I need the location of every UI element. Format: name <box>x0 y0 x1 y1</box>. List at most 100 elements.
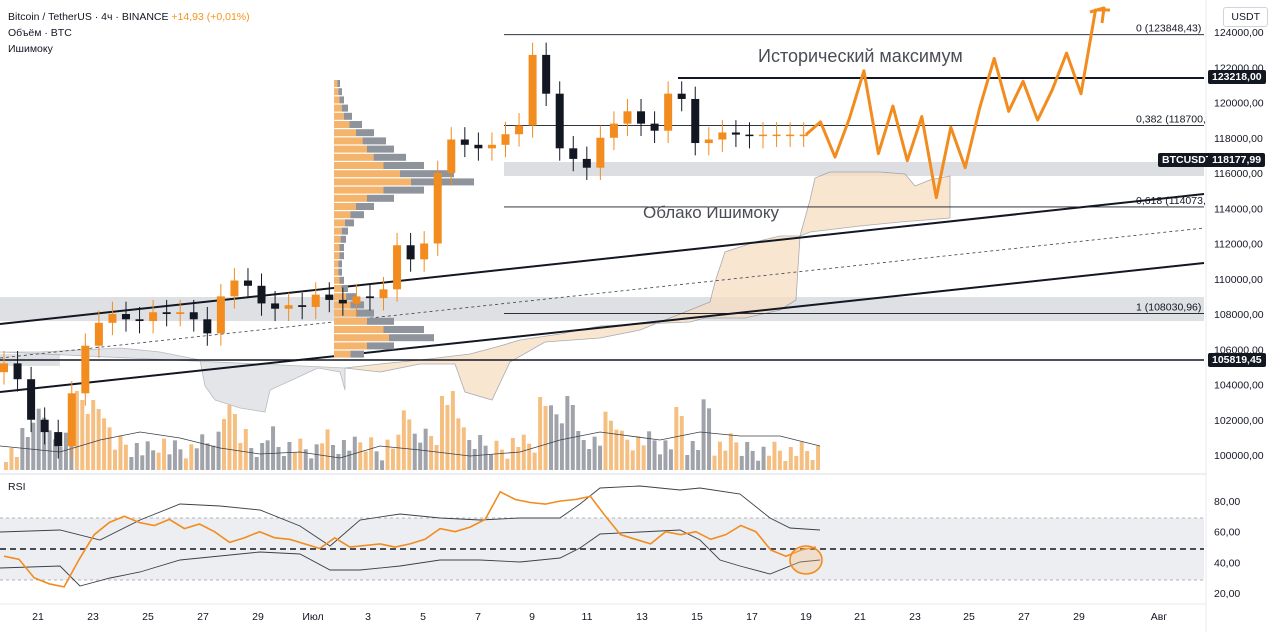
candle-body <box>271 303 280 309</box>
volume-bar <box>554 414 559 470</box>
volume-legend[interactable]: Объём · BTC <box>8 27 72 39</box>
profile-bar-up <box>334 162 384 169</box>
fib-label: 0 (123848,43) <box>1136 23 1201 35</box>
volume-bar <box>287 442 292 470</box>
volume-bar <box>810 460 815 470</box>
volume-bar <box>303 449 308 470</box>
profile-bar-up <box>334 80 338 87</box>
volume-bar <box>320 443 325 470</box>
volume-bar <box>668 449 673 470</box>
volume-bar <box>407 419 412 470</box>
candle-body <box>284 305 293 309</box>
ichimoku-legend[interactable]: Ишимоку <box>8 43 53 55</box>
volume-bars <box>4 391 821 470</box>
volume-bar <box>265 440 270 470</box>
profile-bar-down <box>383 162 424 169</box>
volume-bar <box>102 418 107 470</box>
profile-bar-up <box>334 276 340 284</box>
volume-bar <box>641 445 646 470</box>
profile-bar-up <box>334 211 351 219</box>
volume-bar <box>358 442 363 470</box>
volume-bar <box>647 431 652 470</box>
forecast-arrowhead <box>1089 6 1106 24</box>
time-tick-label: 7 <box>475 611 481 623</box>
fib-label: 0,618 (114073, <box>1136 195 1206 207</box>
time-tick-label: 19 <box>800 611 812 623</box>
price-tick-label: 102000,00 <box>1214 415 1264 427</box>
candle-body <box>13 363 22 380</box>
profile-bar-up <box>334 96 340 104</box>
candle-body <box>352 296 361 304</box>
volume-bar <box>467 440 472 470</box>
volume-bar <box>527 443 532 470</box>
volume-bar <box>58 446 63 470</box>
profile-bar-down <box>400 170 454 178</box>
volume-bar <box>445 405 450 470</box>
price-tick-label: 112000,00 <box>1214 239 1263 251</box>
symbol-legend[interactable]: Bitcoin / TetherUS · 4ч · BINANCE +14,93… <box>8 11 250 23</box>
volume-bar <box>123 444 128 470</box>
profile-bar-up <box>334 88 339 96</box>
candle-body <box>40 419 49 433</box>
currency-button[interactable]: USDT <box>1223 7 1268 27</box>
volume-bar <box>489 454 494 470</box>
profile-bar-down <box>338 260 342 268</box>
volume-bar <box>728 433 733 470</box>
volume-bar <box>222 419 226 470</box>
candle-body <box>664 93 673 131</box>
volume-bar <box>450 391 455 470</box>
resistance-zone <box>504 162 1204 176</box>
profile-bar-up <box>334 153 374 161</box>
profile-bar-up <box>334 260 339 268</box>
profile-bar-down <box>339 252 344 260</box>
candle-body <box>515 125 524 135</box>
profile-bar-up <box>334 285 342 292</box>
volume-bar <box>723 450 728 470</box>
volume-bar <box>761 446 766 470</box>
volume-bar <box>390 448 395 470</box>
rsi-tick-label: 80,00 <box>1214 496 1240 508</box>
profile-bar-down <box>383 186 424 194</box>
rsi-line <box>3 490 817 588</box>
profile-bar-down <box>356 129 374 137</box>
volume-profile <box>334 80 474 358</box>
profile-bar-up <box>334 334 389 342</box>
rsi-bb-upper <box>0 485 821 547</box>
time-tick-label: 29 <box>1073 611 1085 623</box>
volume-bar <box>281 456 286 470</box>
volume-bar <box>9 448 14 470</box>
volume-bar <box>232 414 237 470</box>
volume-bar <box>461 427 466 470</box>
volume-bar <box>608 420 613 470</box>
volume-bar <box>140 455 145 470</box>
time-tick-label: 21 <box>854 611 866 623</box>
volume-bar <box>254 457 259 470</box>
volume-bar <box>576 431 581 470</box>
volume-ma-line <box>0 431 821 459</box>
time-axis: 21 23 25 27 29 Июл 3 5 7 9 11 13 15 17 19 21 23 25 27 29 Авг <box>32 611 1167 623</box>
channel-mid-dashed <box>0 227 1205 359</box>
fib-label: 1 (108030,96) <box>1136 301 1201 313</box>
time-tick-label: 17 <box>746 611 758 623</box>
volume-bar <box>4 462 8 470</box>
profile-bar-down <box>367 342 394 350</box>
profile-bar-up <box>334 317 367 325</box>
volume-bar <box>113 449 117 470</box>
candle-body <box>650 123 659 131</box>
profile-bar-down <box>367 194 394 202</box>
volume-bar <box>456 418 461 470</box>
volume-bar <box>107 427 112 470</box>
rsi-pane: RSI <box>0 481 1204 588</box>
candle-body <box>759 134 768 137</box>
volume-bar <box>799 442 804 470</box>
candle-body <box>731 132 740 135</box>
time-tick-label: Июл <box>302 611 323 623</box>
volume-bar <box>167 454 172 470</box>
volume-bar <box>298 438 303 470</box>
volume-bar <box>532 452 537 470</box>
profile-bar-down <box>338 88 342 96</box>
time-tick-label: 27 <box>1018 611 1030 623</box>
profile-bar-up <box>334 219 345 227</box>
volume-bar <box>331 445 335 470</box>
